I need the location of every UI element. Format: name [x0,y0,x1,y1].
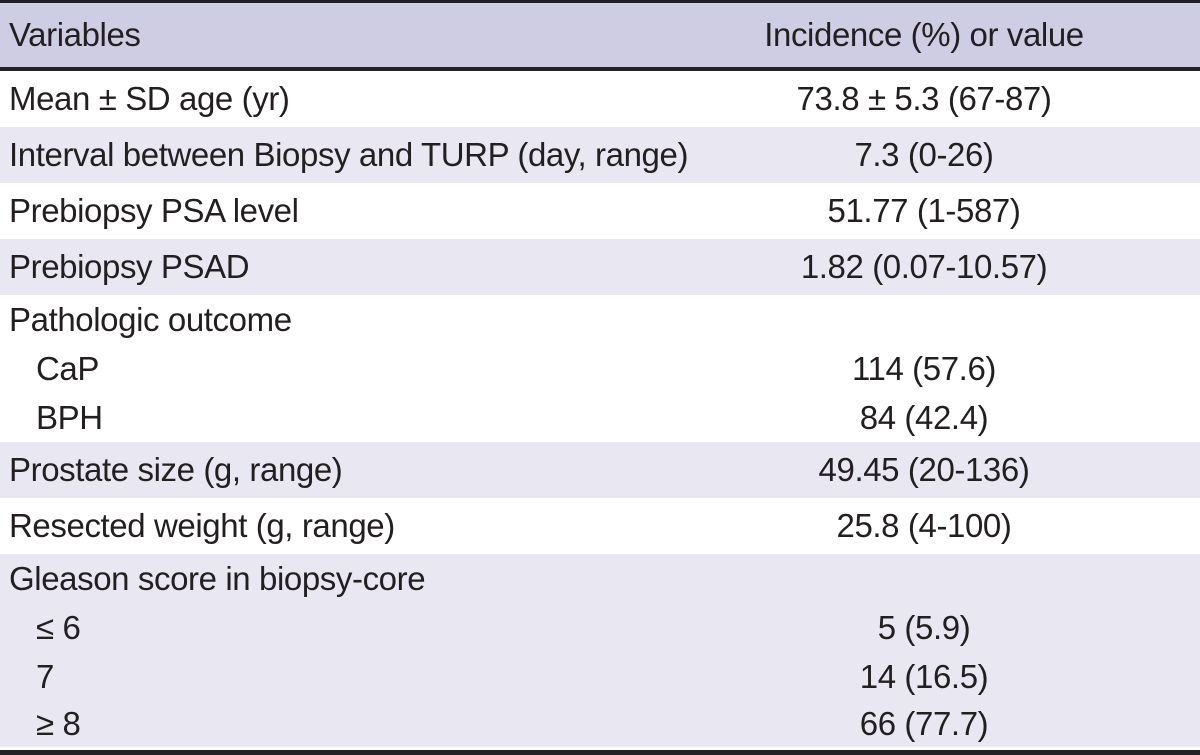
table-row: Resected weight (g, range) 25.8 (4-100) [0,498,1200,554]
table-top-rule [0,0,1200,3]
row-label-gleason-ge8: ≥ 8 [36,705,81,742]
column-header-variables: Variables [9,16,141,53]
row-label-interval-biopsy-turp: Interval between Biopsy and TURP (day, r… [9,136,689,173]
row-label-resected-weight: Resected weight (g, range) [9,507,395,544]
row-label-gleason-le6: ≤ 6 [36,608,81,646]
table-row: Prebiopsy PSAD 1.82 (0.07-10.57) [0,239,1200,295]
row-value-cap: 114 (57.6) [852,349,996,387]
row-value-gleason-le6: 5 (5.9) [877,608,971,646]
row-label-gleason-7: 7 [36,657,54,695]
row-label-cap: CaP [36,349,99,387]
row-value-prebiopsy-psad: 1.82 (0.07-10.57) [800,248,1048,285]
table-header-row: Variables Incidence (%) or value [0,3,1200,71]
table-row: CaP 114 (57.6) [0,344,1200,393]
table-row: Prostate size (g, range) 49.45 (20-136) [0,442,1200,498]
table-row: Mean ± SD age (yr) 73.8 ± 5.3 (67-87) [0,71,1200,127]
row-label-prebiopsy-psad: Prebiopsy PSAD [9,248,250,285]
row-value-mean-age: 73.8 ± 5.3 (67-87) [796,80,1052,117]
row-value-gleason-7: 14 (16.5) [859,657,989,695]
row-label-prebiopsy-psa: Prebiopsy PSA level [9,192,299,229]
table-row: 7 14 (16.5) [0,652,1200,701]
table-bottom-gap [0,747,1200,750]
table-bottom-rule [0,750,1200,755]
table-row: Prebiopsy PSA level 51.77 (1-587) [0,183,1200,239]
table-row: ≤ 6 5 (5.9) [0,603,1200,652]
row-label-prostate-size: Prostate size (g, range) [9,451,343,488]
row-value-gleason-ge8: 66 (77.7) [859,705,989,742]
table-row: BPH 84 (42.4) [0,393,1200,442]
row-label-mean-age: Mean ± SD age (yr) [9,80,290,117]
row-value-bph: 84 (42.4) [859,398,989,436]
row-label-gleason-score: Gleason score in biopsy-core [9,559,426,597]
table-group-row: Pathologic outcome [0,295,1200,344]
row-label-bph: BPH [36,398,103,436]
table-group-row: Gleason score in biopsy-core [0,554,1200,603]
table-row: ≥ 8 66 (77.7) [0,701,1200,747]
table-row: Interval between Biopsy and TURP (day, r… [0,127,1200,183]
row-value-prostate-size: 49.45 (20-136) [818,451,1030,488]
column-header-incidence: Incidence (%) or value [764,16,1084,53]
row-value-resected-weight: 25.8 (4-100) [836,507,1012,544]
row-value-interval-biopsy-turp: 7.3 (0-26) [854,136,994,173]
row-value-prebiopsy-psa: 51.77 (1-587) [827,192,1021,229]
row-label-pathologic-outcome: Pathologic outcome [9,300,292,338]
